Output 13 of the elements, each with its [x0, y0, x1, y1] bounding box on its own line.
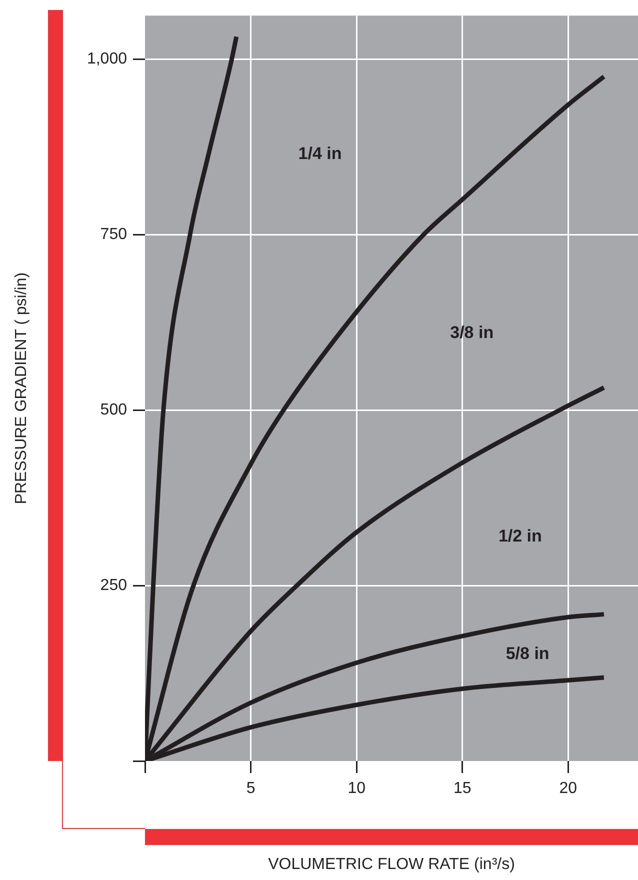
y-tick-label: 500	[100, 401, 128, 418]
x-axis-title: VOLUMETRIC FLOW RATE (in³/s)	[268, 856, 515, 873]
x-tick-label: 15	[453, 780, 472, 798]
x-tick-label: 5	[246, 780, 256, 798]
y-tick-label: 1,000	[86, 50, 128, 68]
annotation: 5/8 in	[506, 644, 550, 664]
annotation: 1/2 in	[498, 526, 542, 546]
y-tick-label: 250	[100, 576, 128, 594]
x-tick-label: 10	[348, 780, 366, 798]
annotation: 1/4 in	[298, 144, 342, 163]
y-tick-label: 750	[100, 226, 128, 243]
y-axis-title: PRESSURE GRADIENT ( psi/in)	[13, 272, 30, 504]
x-tick-label: 20	[559, 780, 578, 798]
